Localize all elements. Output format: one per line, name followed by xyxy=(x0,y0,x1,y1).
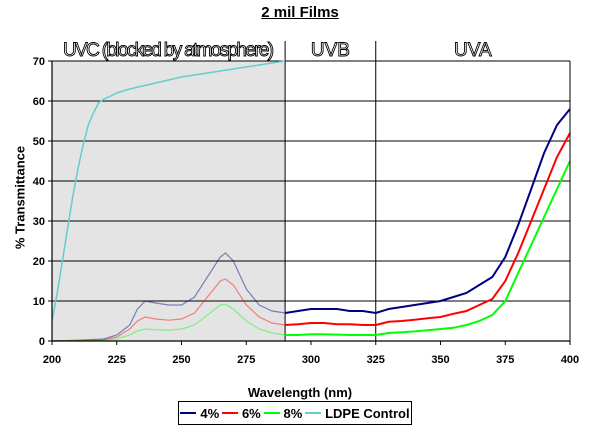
legend-swatch-1 xyxy=(221,412,238,414)
legend-item-0: 4% xyxy=(180,406,219,421)
series-line-2 xyxy=(285,160,571,336)
region-label-1: UVB xyxy=(311,40,350,61)
legend-label-1: 6% xyxy=(241,405,261,421)
legend-item-1: 6% xyxy=(221,405,261,421)
grid-lines xyxy=(52,60,570,302)
x-tick-label-350: 350 xyxy=(431,354,449,366)
legend-swatch-2 xyxy=(263,412,280,414)
x-tick-label-400: 400 xyxy=(561,354,579,366)
series-lines xyxy=(51,60,571,342)
region-shade-0 xyxy=(52,61,286,341)
legend-swatch-3 xyxy=(305,412,322,414)
x-tick-label-325: 325 xyxy=(367,354,385,366)
y-tick-label-10: 10 xyxy=(33,296,45,308)
series-line-1 xyxy=(285,132,571,326)
x-axis-label: Wavelength (nm) xyxy=(247,385,353,400)
x-tick-label-250: 250 xyxy=(172,354,190,366)
legend-item-3: LDPE Control xyxy=(305,406,410,421)
y-tick-label-50: 50 xyxy=(33,136,45,148)
y-tick-label-20: 20 xyxy=(33,256,45,268)
x-tick-label-225: 225 xyxy=(108,354,126,366)
legend-swatch-0 xyxy=(180,412,197,414)
region-dividers xyxy=(284,41,377,341)
y-tick-label-60: 60 xyxy=(33,96,45,108)
plot-background xyxy=(52,61,570,341)
y-axis-label: % Transmittance xyxy=(12,145,28,250)
series-line-0 xyxy=(284,108,571,315)
x-tick-label-200: 200 xyxy=(43,354,61,366)
series-line-1-uvc xyxy=(51,278,286,342)
region-label-0: UVC (blocked by atmosphere) xyxy=(63,40,274,61)
legend-label-0: 4% xyxy=(200,405,220,421)
series-line-3-uvc xyxy=(51,60,286,322)
x-tick-label-275: 275 xyxy=(237,354,255,366)
y-tick-label-40: 40 xyxy=(33,176,45,188)
legend-item-2: 8% xyxy=(263,405,303,421)
chart-title: 2 mil Films xyxy=(261,4,339,21)
y-tick-label-0: 0 xyxy=(39,336,45,348)
series-line-0-uvc xyxy=(51,252,286,342)
tick-labels: 0 10 20 30 40 50 60 70 200 225 250 275 300 325 350 375 4… xyxy=(33,56,579,366)
x-tick-label-300: 300 xyxy=(302,354,320,366)
legend: 4% 6% 8% LDPE Control xyxy=(178,401,412,425)
series-line-2-uvc xyxy=(51,303,286,342)
region-labels: UVC (blocked by atmosphere) UVB UVA xyxy=(63,40,493,62)
region-label-2: UVA xyxy=(454,40,492,61)
y-tick-label-70: 70 xyxy=(33,56,45,68)
legend-label-3: LDPE Control xyxy=(325,405,410,421)
y-tick-label-30: 30 xyxy=(33,216,45,228)
x-tick-label-375: 375 xyxy=(496,354,514,366)
legend-label-2: 8% xyxy=(283,405,303,421)
